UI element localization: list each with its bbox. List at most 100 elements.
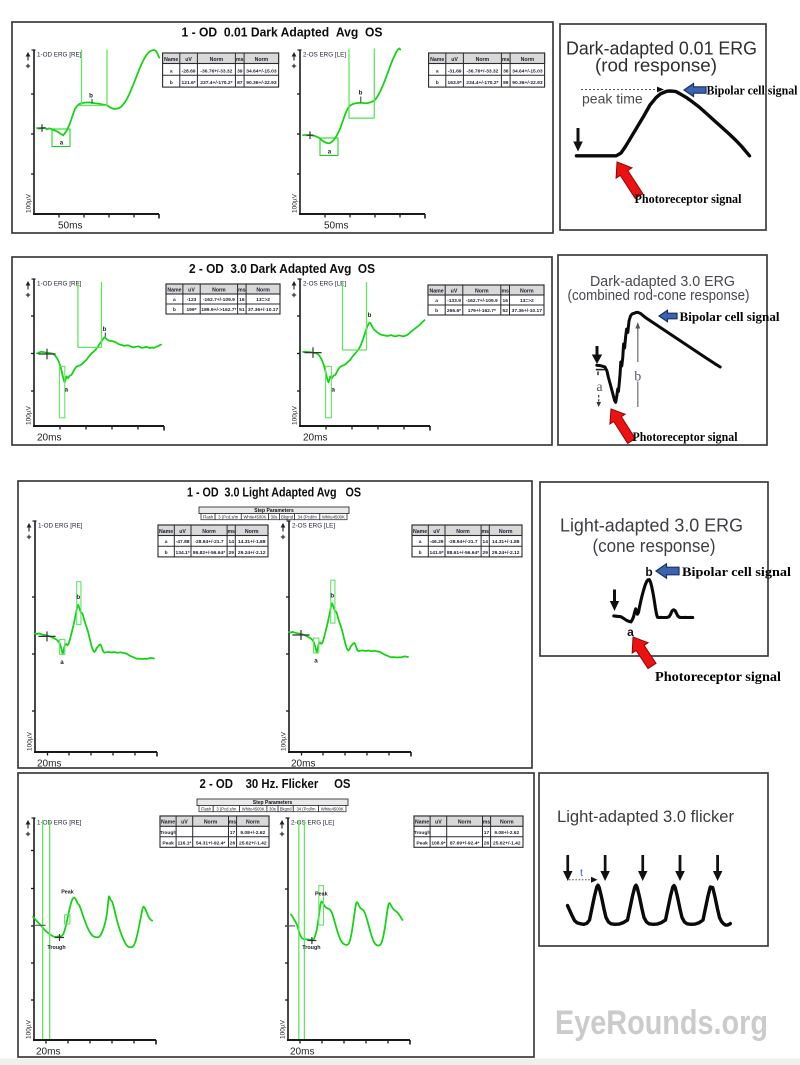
svg-text:189.9+/->162.7*: 189.9+/->162.7* — [201, 307, 236, 313]
svg-text:Name: Name — [413, 529, 427, 535]
svg-text:White4500K: White4500K — [243, 514, 266, 519]
svg-text:Norm: Norm — [499, 529, 513, 535]
svg-text:51: 51 — [239, 307, 245, 313]
svg-text:ms: ms — [238, 287, 246, 293]
svg-text:17: 17 — [230, 830, 236, 836]
svg-text:Photoreceptor signal: Photoreceptor signal — [655, 669, 781, 684]
svg-text:Trough: Trough — [160, 830, 177, 836]
svg-text:Name: Name — [430, 288, 444, 294]
svg-text:34.64+/-15.03: 34.64+/-15.03 — [246, 68, 277, 74]
svg-text:uV: uV — [181, 820, 188, 826]
svg-text:Name: Name — [159, 529, 173, 535]
svg-text:17: 17 — [484, 830, 490, 836]
svg-text:26: 26 — [484, 840, 490, 846]
svg-text:ms: ms — [236, 57, 244, 63]
svg-text:1-OD ERG [RE]: 1-OD ERG [RE] — [37, 820, 82, 827]
svg-text:Light-adapted 3.0 ERG: Light-adapted 3.0 ERG — [560, 516, 743, 536]
svg-text:a: a — [331, 387, 335, 394]
svg-text:Norm: Norm — [210, 57, 224, 63]
svg-text:ms: ms — [481, 529, 489, 535]
svg-text:Bkgnd: Bkgnd — [281, 514, 294, 519]
svg-text:Norm: Norm — [476, 57, 490, 63]
svg-text:14.31+/-1.88: 14.31+/-1.88 — [238, 539, 266, 545]
svg-text:Norm: Norm — [202, 529, 216, 535]
svg-text:141.9*: 141.9* — [430, 550, 444, 556]
svg-text:36: 36 — [503, 68, 509, 74]
svg-text:Dark-adapted 0.01 ERG: Dark-adapted 0.01 ERG — [566, 39, 757, 59]
svg-text:20ms: 20ms — [290, 1047, 314, 1058]
svg-text:ms: ms — [483, 820, 491, 826]
svg-text:54.31+/-92.4*: 54.31+/-92.4* — [196, 840, 226, 846]
svg-text:266.6*: 266.6* — [447, 308, 461, 314]
svg-text:9.08+/-2.62: 9.08+/-2.62 — [494, 830, 519, 836]
svg-text:-123: -123 — [187, 297, 197, 303]
svg-text:b: b — [76, 594, 80, 601]
svg-text:88.61+/-56.64*: 88.61+/-56.64* — [447, 550, 479, 556]
svg-text:-133.9: -133.9 — [447, 298, 461, 304]
svg-text:20ms: 20ms — [36, 1047, 60, 1058]
svg-text:-28.69: -28.69 — [182, 68, 196, 74]
svg-text:29: 29 — [482, 550, 488, 556]
svg-text:100µV: 100µV — [281, 731, 288, 751]
svg-text:29.24+/-2.12: 29.24+/-2.12 — [238, 550, 266, 556]
svg-text:Peak: Peak — [61, 890, 74, 896]
svg-text:ms: ms — [227, 529, 235, 535]
svg-text:peak time: peak time — [582, 91, 643, 107]
svg-text:14.31+/-1.88: 14.31+/-1.88 — [492, 539, 520, 545]
svg-text:37.36+/-10.17: 37.36+/-10.17 — [248, 307, 279, 313]
svg-text:30s: 30s — [269, 806, 276, 811]
svg-text:87: 87 — [237, 80, 243, 86]
svg-text:a: a — [596, 380, 603, 395]
svg-text:90.36+/-22.93: 90.36+/-22.93 — [246, 80, 277, 86]
svg-text:a: a — [627, 625, 634, 639]
svg-text:100µV: 100µV — [26, 405, 33, 425]
svg-text:Name: Name — [167, 287, 181, 293]
svg-text:2 - OD 30 Hz. Flicker O: 2 - OD 30 Hz. Flicker OS — [200, 776, 351, 791]
svg-text:Photoreceptor signal: Photoreceptor signal — [635, 192, 743, 206]
svg-text:b: b — [89, 93, 93, 100]
svg-text:uV: uV — [188, 287, 195, 293]
svg-text:25.62+/-1.42: 25.62+/-1.42 — [239, 840, 267, 846]
svg-text:Norm: Norm — [256, 287, 270, 293]
svg-text:b: b — [359, 90, 363, 97]
svg-text:Norm: Norm — [520, 288, 534, 294]
svg-text:3 (Pcd.s/m: 3 (Pcd.s/m — [216, 806, 237, 811]
svg-text:b: b — [330, 593, 334, 600]
svg-text:2-OS ERG [LE]: 2-OS ERG [LE] — [303, 281, 346, 288]
svg-text:Trough: Trough — [47, 945, 65, 951]
svg-text:90.36+/-22.93: 90.36+/-22.93 — [512, 80, 543, 86]
svg-text:116.1*: 116.1* — [177, 840, 191, 846]
svg-text:37.36+/-10.17: 37.36+/-10.17 — [512, 308, 543, 314]
svg-text:Bipolar cell signal: Bipolar cell signal — [680, 310, 781, 324]
svg-text:Norm: Norm — [245, 529, 259, 535]
svg-text:3 (Pcd.s/m: 3 (Pcd.s/m — [218, 514, 239, 519]
svg-text:29: 29 — [228, 550, 234, 556]
svg-text:b: b — [103, 326, 107, 333]
svg-text:87.69+/-92.4*: 87.69+/-92.4* — [450, 840, 480, 846]
svg-text:b: b — [435, 308, 438, 314]
svg-text:b: b — [436, 80, 439, 86]
svg-text:-31.69: -31.69 — [448, 68, 462, 74]
svg-text:50ms: 50ms — [324, 221, 348, 232]
svg-text:2-OS ERG [LE]: 2-OS ERG [LE] — [303, 52, 346, 59]
svg-text:39: 39 — [237, 68, 243, 74]
svg-text:26: 26 — [230, 840, 236, 846]
svg-text:52: 52 — [502, 308, 508, 314]
svg-text:t: t — [580, 867, 583, 879]
svg-text:ms: ms — [502, 57, 510, 63]
svg-text:a: a — [65, 387, 69, 394]
svg-text:b: b — [419, 550, 422, 556]
svg-text:-46.29: -46.29 — [430, 539, 444, 545]
svg-text:29.24+/-2.12: 29.24+/-2.12 — [492, 550, 520, 556]
svg-text:b: b — [173, 307, 176, 313]
svg-text:Name: Name — [430, 57, 444, 63]
svg-text:Norm: Norm — [255, 57, 269, 63]
svg-text:13=>2: 13=>2 — [256, 297, 270, 303]
svg-text:100µV: 100µV — [27, 731, 34, 751]
svg-text:b: b — [165, 550, 168, 556]
svg-text:163.9*: 163.9* — [448, 80, 462, 86]
svg-text:Name: Name — [161, 820, 175, 826]
svg-text:a: a — [165, 540, 168, 545]
svg-text:9.08+/-2.62: 9.08+/-2.62 — [240, 830, 265, 836]
svg-text:EyeRounds.org: EyeRounds.org — [555, 1004, 768, 1042]
